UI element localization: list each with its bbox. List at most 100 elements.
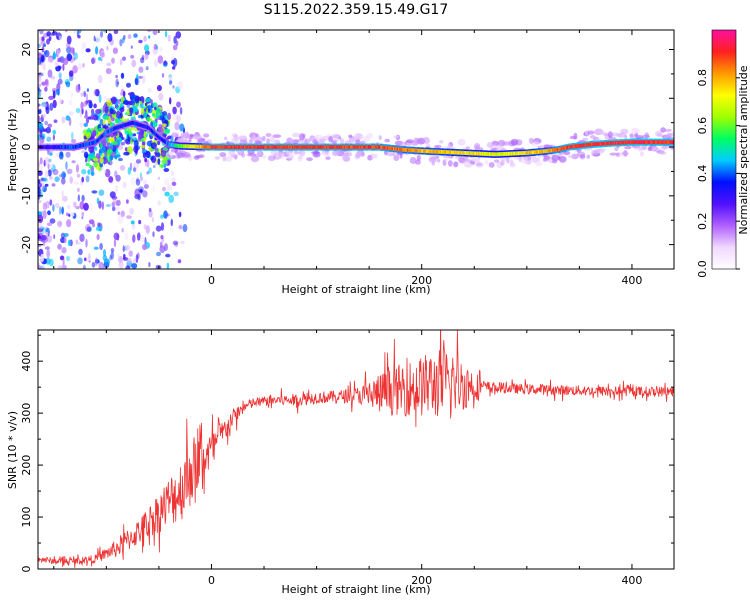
heatmap-cell <box>49 152 53 156</box>
heatmap-cell <box>95 34 101 44</box>
heatmap-cell <box>535 150 538 154</box>
heatmap-cell <box>283 145 286 150</box>
heatmap-cell <box>422 137 430 144</box>
heatmap-cell <box>300 145 304 150</box>
heatmap-cell <box>207 145 210 149</box>
heatmap-cell <box>143 124 146 129</box>
heatmap-cell <box>46 38 50 45</box>
heatmap-cell <box>119 124 122 129</box>
heatmap-cell <box>152 30 158 35</box>
heatmap-cell <box>469 151 473 156</box>
heatmap-cell <box>328 145 331 150</box>
heatmap-cell <box>88 252 91 260</box>
heatmap-cell <box>75 205 80 210</box>
heatmap-cell <box>127 136 131 142</box>
heatmap-cell <box>386 151 396 157</box>
heatmap-cell <box>61 206 64 215</box>
heatmap-cell <box>586 154 591 159</box>
heatmap-cell <box>71 145 74 150</box>
heatmap-cell <box>99 162 104 168</box>
heatmap-cell <box>106 137 109 142</box>
heatmap-cell <box>286 154 294 160</box>
heatmap-cell <box>83 257 87 262</box>
heatmap-cell <box>622 140 625 145</box>
heatmap-cell <box>85 48 91 53</box>
heatmap-cell <box>245 145 248 150</box>
heatmap-cell <box>129 207 135 215</box>
heatmap-cell <box>237 145 240 150</box>
heatmap-cell <box>536 149 539 154</box>
heatmap-cell <box>82 63 85 68</box>
heatmap-cell <box>138 134 141 142</box>
heatmap-cell <box>42 242 46 246</box>
heatmap-cell <box>148 126 151 131</box>
heatmap-cell <box>85 175 90 183</box>
heatmap-cell <box>192 144 195 149</box>
heatmap-cell <box>228 145 232 150</box>
heatmap-cell <box>261 145 264 150</box>
heatmap-cell <box>473 151 476 156</box>
heatmap-cell <box>38 75 42 83</box>
heatmap-cell <box>118 261 124 269</box>
heatmap-cell <box>278 145 281 150</box>
heatmap-cell <box>544 149 547 154</box>
heatmap-cell <box>289 145 292 150</box>
heatmap-cell <box>125 122 128 127</box>
heatmap-cell <box>347 145 350 150</box>
heatmap-cell <box>297 145 300 150</box>
heatmap-cell <box>67 239 71 246</box>
heatmap-cell <box>66 168 73 175</box>
heatmap-cell <box>154 147 159 152</box>
heatmap-cell <box>111 195 118 200</box>
heatmap-cell <box>216 145 219 150</box>
heatmap-cell <box>38 235 42 239</box>
heatmap-cell <box>521 151 524 156</box>
heatmap-cell <box>613 141 616 145</box>
heatmap-cell <box>627 140 630 145</box>
heatmap-cell <box>40 253 45 263</box>
heatmap-cell <box>86 142 89 147</box>
heatmap-cell <box>632 140 635 145</box>
heatmap-cell <box>459 160 467 164</box>
heatmap-cell <box>171 181 177 186</box>
heatmap-cell <box>638 140 642 145</box>
heatmap-cell <box>166 184 173 192</box>
heatmap-cell <box>214 156 221 160</box>
heatmap-cell <box>602 141 605 146</box>
heatmap-cell <box>191 144 194 149</box>
heatmap-cell <box>223 145 227 150</box>
heatmap-cell <box>607 141 610 146</box>
heatmap-cell <box>443 150 446 154</box>
heatmap-cell <box>123 253 126 260</box>
heatmap-cell <box>143 184 149 189</box>
heatmap-cell <box>628 140 631 145</box>
heatmap-cell <box>43 50 48 55</box>
heatmap-cell <box>609 152 618 156</box>
heatmap-cell <box>409 148 412 153</box>
heatmap-cell <box>548 148 551 153</box>
heatmap-cell <box>173 191 179 197</box>
heatmap-cell <box>52 99 57 109</box>
heatmap-cell <box>435 149 438 154</box>
heatmap-cell <box>457 138 466 146</box>
heatmap-cell <box>585 143 589 147</box>
heatmap-cell <box>121 123 124 128</box>
heatmap-cell <box>471 157 481 163</box>
heatmap-cell <box>477 151 480 156</box>
heatmap-cell <box>671 140 674 145</box>
heatmap-cell <box>428 157 437 163</box>
heatmap-cell <box>52 134 56 141</box>
heatmap-cell <box>254 145 257 150</box>
heatmap-cell <box>345 145 348 150</box>
heatmap-cell <box>61 116 66 124</box>
heatmap-cell <box>118 157 123 162</box>
heatmap-cell <box>115 174 121 182</box>
heatmap-cell <box>526 150 529 155</box>
heatmap-cell <box>218 145 222 150</box>
heatmap-cell <box>339 138 345 144</box>
heatmap-cell <box>453 150 456 155</box>
heatmap-cell <box>438 149 441 154</box>
heatmap-cell <box>70 145 73 150</box>
heatmap-cell <box>83 122 89 127</box>
heatmap-cell <box>558 147 561 152</box>
